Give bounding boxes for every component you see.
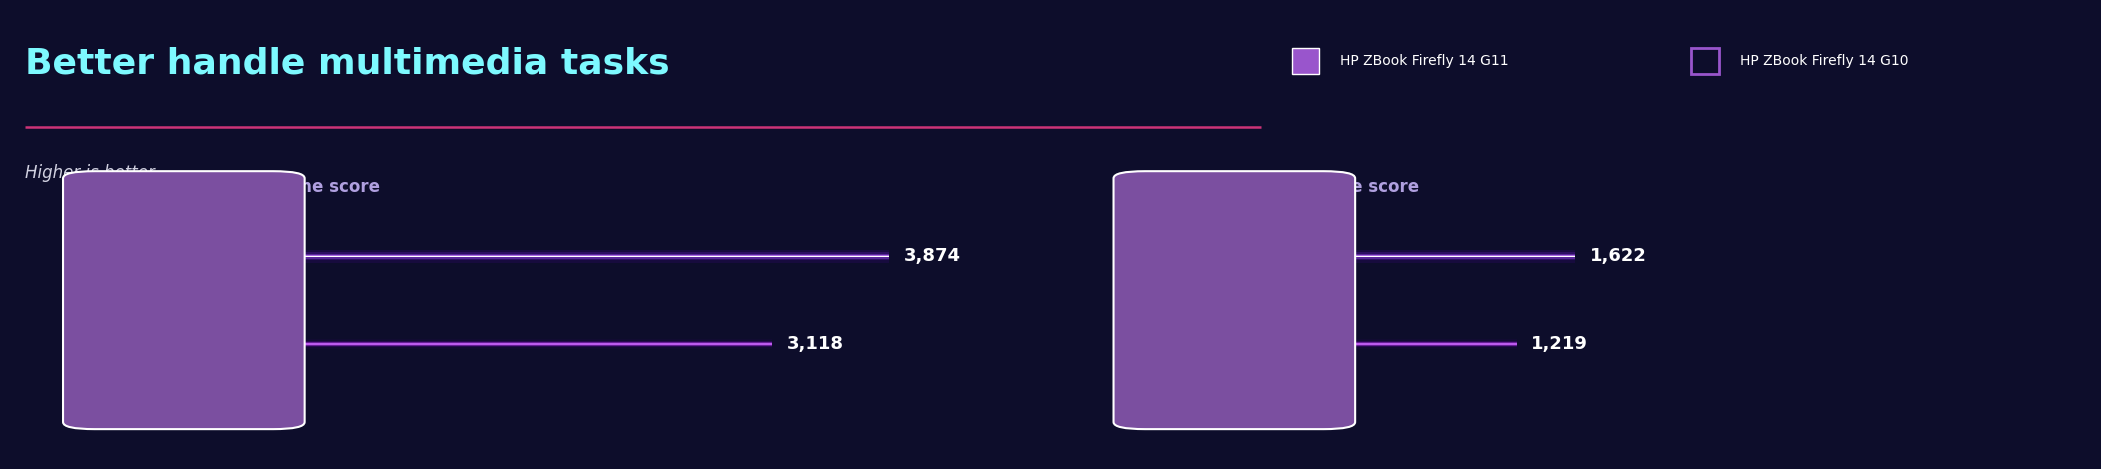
FancyBboxPatch shape — [1292, 48, 1319, 74]
Text: 33.0%: 33.0% — [1193, 264, 1275, 288]
Bar — [290, 256, 889, 257]
Bar — [1340, 343, 1517, 345]
Text: HP ZBook Firefly 14 G10: HP ZBook Firefly 14 G10 — [1740, 54, 1908, 68]
Bar — [290, 342, 773, 346]
Text: HP ZBook Firefly 14 G11: HP ZBook Firefly 14 G11 — [1340, 54, 1509, 68]
Text: 3DMark Fire Strike Extreme score: 3DMark Fire Strike Extreme score — [63, 178, 380, 196]
Bar — [1340, 256, 1576, 257]
FancyBboxPatch shape — [63, 171, 305, 429]
Text: higher: higher — [1191, 342, 1277, 366]
Bar — [290, 339, 773, 349]
Text: 1,622: 1,622 — [1590, 247, 1647, 265]
Bar — [1340, 250, 1576, 263]
Text: 3,874: 3,874 — [903, 247, 960, 265]
Text: Higher is better: Higher is better — [25, 164, 155, 182]
Bar — [290, 343, 773, 345]
Bar — [1340, 254, 1576, 258]
Text: higher: higher — [141, 342, 227, 366]
Text: Better handle multimedia tasks: Better handle multimedia tasks — [25, 47, 670, 81]
Bar — [290, 252, 889, 260]
Bar — [1340, 339, 1517, 349]
Bar — [1340, 341, 1517, 347]
Bar — [1340, 255, 1576, 257]
Bar — [1340, 252, 1576, 260]
Bar — [290, 250, 889, 263]
Bar — [290, 341, 773, 347]
Bar — [1340, 342, 1517, 346]
Text: 1,219: 1,219 — [1532, 335, 1588, 353]
Bar — [290, 255, 889, 257]
Text: 24.2%: 24.2% — [143, 264, 225, 288]
Text: 3DMark Time Spy Extreme score: 3DMark Time Spy Extreme score — [1114, 178, 1418, 196]
Bar — [290, 254, 889, 258]
FancyBboxPatch shape — [1114, 171, 1355, 429]
Text: 3,118: 3,118 — [788, 335, 845, 353]
